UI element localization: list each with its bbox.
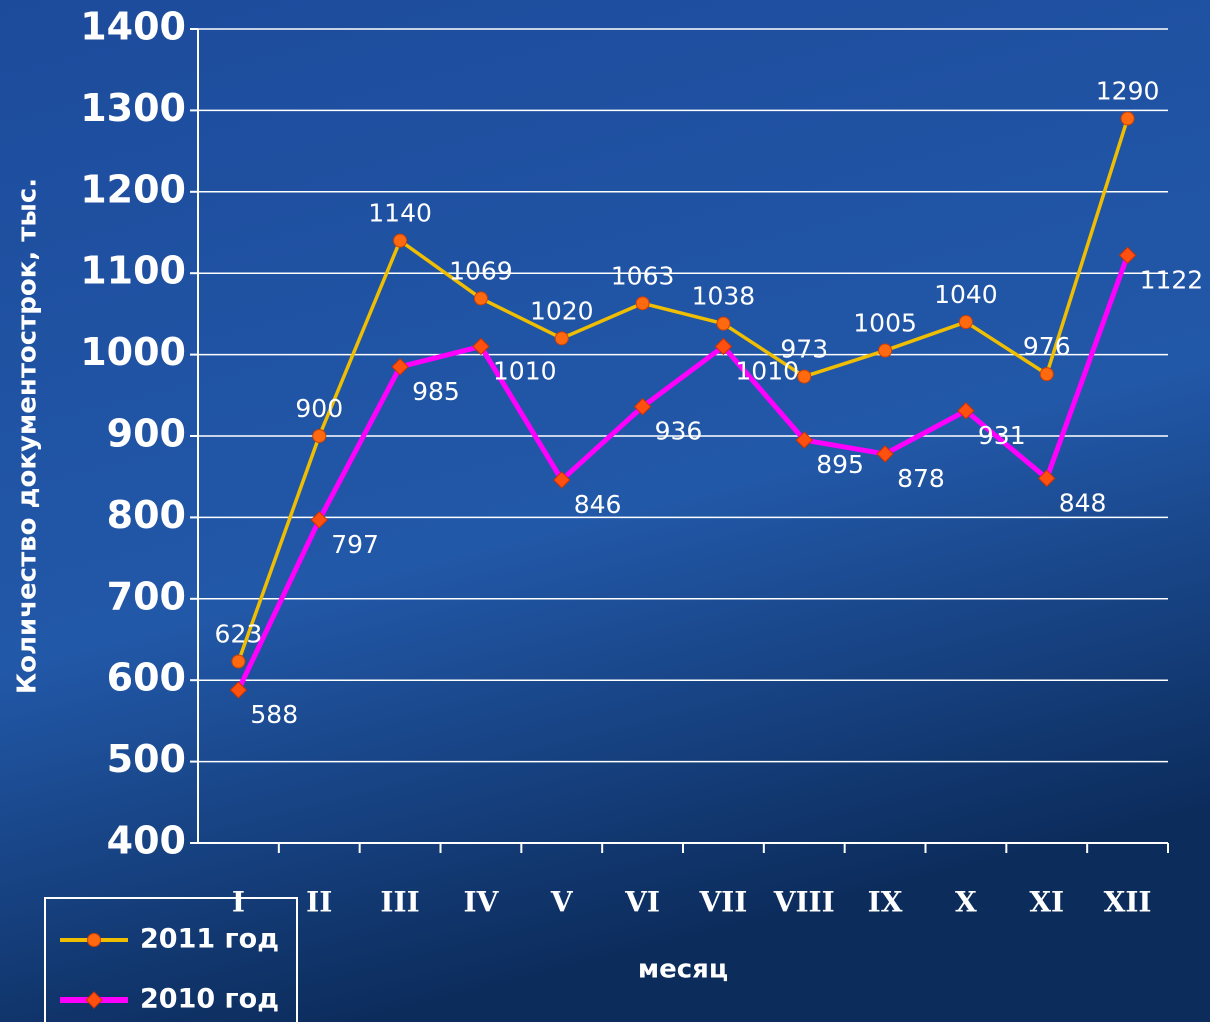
y-axis-label: Количество документострок, тыс. [13, 178, 43, 694]
y-tick-label: 1000 [80, 330, 186, 374]
data-point [553, 471, 571, 489]
data-label: 1038 [692, 282, 756, 311]
data-point [391, 358, 409, 376]
data-point [312, 429, 327, 443]
data-label: 985 [412, 377, 460, 406]
x-tick-label: IX [868, 886, 903, 919]
data-point [957, 402, 975, 420]
data-label: 1069 [449, 256, 513, 285]
data-point [797, 369, 812, 384]
legend: 2011 год 2010 год [44, 897, 298, 1022]
data-label: 976 [1023, 332, 1071, 361]
data-label: 1010 [493, 356, 557, 385]
data-point [393, 233, 408, 248]
data-label: 1290 [1096, 77, 1160, 106]
data-point [714, 337, 733, 356]
y-tick-label: 900 [107, 412, 186, 456]
data-label: 588 [250, 700, 298, 729]
data-point [229, 681, 248, 699]
data-point [633, 397, 652, 416]
y-tick-label: 600 [107, 656, 186, 700]
data-label: 900 [295, 394, 343, 423]
data-label: 848 [1059, 488, 1107, 517]
x-tick-label: VII [698, 886, 747, 919]
data-point [472, 337, 490, 356]
data-point [310, 511, 328, 529]
data-label: 623 [215, 619, 263, 648]
data-label: 846 [574, 490, 622, 519]
x-tick-label: II [306, 886, 332, 919]
legend-marker [85, 991, 103, 1009]
data-label: 931 [978, 421, 1026, 450]
y-tick-label: 500 [107, 737, 186, 781]
y-tick-label: 1100 [80, 249, 186, 293]
data-point [231, 654, 246, 669]
y-tick-label: 1200 [80, 167, 186, 211]
data-label: 1020 [530, 296, 594, 325]
y-tick-label: 800 [107, 493, 186, 537]
data-point [635, 296, 650, 311]
data-point [1120, 111, 1135, 126]
y-tick-label: 400 [107, 819, 186, 863]
x-tick-label: IV [464, 886, 500, 919]
x-tick-label: XI [1029, 886, 1064, 919]
x-tick-label: V [550, 886, 574, 919]
data-label: 973 [780, 335, 828, 364]
data-label: 1010 [735, 356, 799, 385]
data-point [1118, 246, 1137, 264]
data-point [716, 316, 731, 331]
data-label: 797 [331, 530, 379, 559]
data-label: 878 [897, 464, 945, 493]
y-tick-label: 700 [107, 574, 186, 618]
data-point [795, 431, 813, 449]
data-label: 895 [816, 450, 864, 479]
x-tick-label: XII [1104, 886, 1152, 919]
series-line [236, 254, 1130, 692]
data-label: 1063 [611, 261, 675, 290]
data-label: 1040 [934, 280, 998, 309]
data-point [473, 291, 488, 306]
data-label: 1140 [368, 199, 432, 228]
y-tick-label: 1400 [80, 5, 186, 49]
data-label: 1005 [853, 309, 917, 338]
data-point [958, 315, 973, 330]
x-tick-label: III [380, 886, 419, 919]
data-label: 936 [655, 417, 703, 446]
x-tick-label: VI [624, 886, 660, 919]
x-axis-label: месяц [638, 955, 728, 985]
x-tick-label: I [232, 886, 245, 919]
data-point [1038, 469, 1056, 488]
data-point [554, 331, 569, 346]
data-point [878, 343, 893, 358]
x-tick-label: X [955, 886, 977, 919]
data-label: 1122 [1140, 265, 1204, 294]
y-tick-label: 1300 [80, 86, 186, 130]
x-tick-label: VIII [773, 886, 835, 919]
series-line [236, 118, 1130, 663]
data-point [876, 445, 894, 463]
legend-marker [87, 933, 101, 947]
legend-label: 2011 год [140, 924, 279, 955]
data-point [1039, 367, 1054, 382]
legend-label: 2010 год [140, 984, 279, 1015]
legend-box [44, 897, 298, 1022]
